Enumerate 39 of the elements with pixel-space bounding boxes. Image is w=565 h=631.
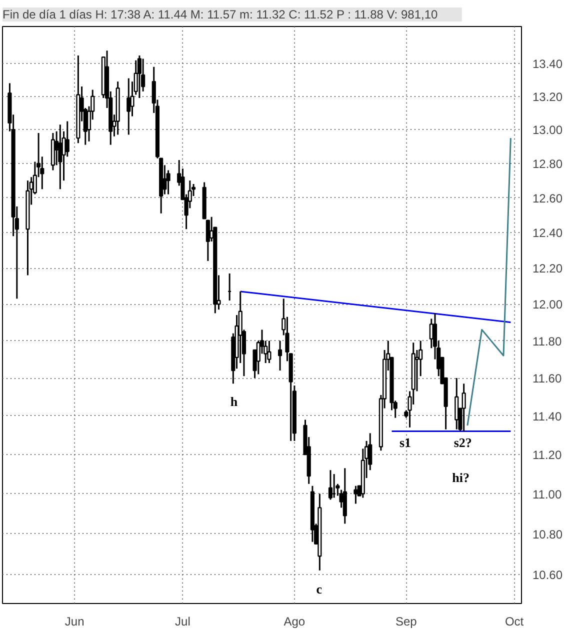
y-tick-label: 11.00 [532,487,562,502]
x-tick-label: Sep [395,614,418,628]
x-tick-label: Oct [504,614,524,628]
y-tick-label: 13.00 [532,123,563,138]
y-tick-label: 11.60 [532,372,562,386]
candlestick [65,120,70,158]
chart-title: Fin de día 1 días H: 17:38 A: 11.44 M: 11.57 m: 11.32 C: 11.52 P : 11.88 V: 981,10 [2,8,438,22]
candlestick [454,377,459,430]
candlestick [278,340,282,372]
candlestick [328,469,333,500]
x-tick-label: Jul [175,614,190,628]
y-tick-label: 12.40 [532,226,563,240]
annotation: c [316,582,322,597]
x-tick-label: Ago [284,614,306,628]
y-tick-label: 12.00 [532,298,563,312]
y-tick-label: 13.20 [532,90,563,104]
annotation: s1 [399,435,412,450]
candlestick [137,54,142,99]
y-tick-label: 10.60 [532,568,563,582]
y-tick-label: 11.80 [532,334,562,348]
candlestick [342,467,347,524]
y-tick-label: 11.40 [532,409,562,424]
line-series [466,137,512,426]
annotation: hi? [452,470,470,486]
candlestick [267,340,272,364]
annotation: s2? [454,435,472,450]
candlestick [462,382,466,432]
annotation: h [230,394,238,410]
candlestick [58,124,62,190]
candlestick [354,485,358,504]
candlestick [126,78,131,136]
y-tick-label: 10.80 [532,527,563,542]
y-tick-label: 11.20 [532,448,562,462]
candlestick [414,349,420,392]
y-tick-label: 13.40 [532,57,563,72]
y-tick-label: 12.60 [532,191,563,206]
x-tick-label: Jun [64,614,84,628]
y-tick-label: 12.80 [532,156,563,171]
y-tick-label: 12.20 [532,262,563,276]
